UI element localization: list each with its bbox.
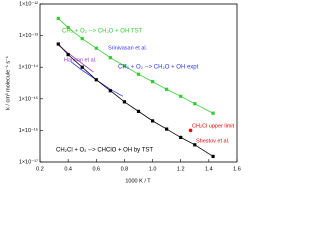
x-axis-label: 1000 K / T bbox=[125, 178, 151, 184]
y-tick-label: 1×10⁻¹³ bbox=[19, 33, 38, 39]
y-tick-label: 1×10⁻¹⁴ bbox=[19, 64, 39, 71]
annotation: Shestov et al. bbox=[196, 138, 230, 144]
point bbox=[188, 128, 193, 133]
y-tick-label: 1×10⁻¹⁵ bbox=[19, 95, 38, 102]
y-tick-label: 1×10⁻¹² bbox=[19, 1, 38, 7]
y-axis-label: k / cm³ molecule⁻¹ s⁻¹ bbox=[5, 56, 11, 110]
x-tick-label: 1.0 bbox=[149, 166, 157, 172]
series-label: CH₂Cl upper limit bbox=[192, 123, 235, 129]
point bbox=[193, 102, 197, 106]
point bbox=[122, 64, 127, 68]
point bbox=[108, 56, 112, 60]
point bbox=[66, 53, 70, 57]
point bbox=[136, 109, 141, 113]
x-tick-label: 0.8 bbox=[121, 166, 129, 172]
point bbox=[94, 46, 98, 50]
point bbox=[122, 100, 127, 104]
point bbox=[108, 89, 112, 93]
point bbox=[80, 37, 84, 41]
y-tick-label: 1×10⁻¹⁶ bbox=[19, 127, 38, 134]
point bbox=[80, 65, 84, 69]
series-label: CH₃ + O₂ --> CH₂O + OH expt bbox=[118, 65, 199, 71]
point bbox=[179, 135, 183, 140]
point bbox=[193, 143, 197, 147]
point bbox=[165, 127, 169, 131]
point bbox=[211, 154, 215, 159]
point bbox=[56, 16, 60, 21]
x-tick-label: 1.4 bbox=[205, 166, 213, 172]
point bbox=[56, 42, 60, 46]
series-label: CH₃ + O₂ --> CH₂O + OH TST bbox=[62, 29, 143, 35]
point bbox=[179, 94, 183, 98]
point bbox=[150, 119, 155, 123]
series-line bbox=[57, 43, 214, 157]
point bbox=[150, 80, 155, 84]
point bbox=[165, 87, 169, 91]
point bbox=[136, 72, 141, 76]
x-tick-label: 0.4 bbox=[64, 166, 72, 172]
chart: 1000 K / T k / cm³ molecule⁻¹ s⁻¹ 0.2 0.4… bbox=[5, 1, 241, 184]
point bbox=[66, 25, 70, 30]
point bbox=[211, 111, 215, 115]
x-tick-label: 0.6 bbox=[92, 166, 100, 172]
y-tick-label: 1×10⁻¹⁷ bbox=[19, 158, 38, 165]
series-label: CH₂Cl + O₂ --> CHClO + OH by TST bbox=[56, 148, 153, 154]
annotation: Srinivasan et al. bbox=[108, 45, 148, 51]
point bbox=[94, 78, 98, 82]
series-line bbox=[58, 18, 214, 114]
x-tick-label: 1.2 bbox=[177, 166, 185, 172]
x-tick-label: 0.2 bbox=[36, 166, 44, 172]
plot-frame bbox=[39, 3, 238, 163]
x-tick-label: 1.6 bbox=[233, 166, 241, 172]
series-label: Hanson et al. bbox=[64, 57, 97, 63]
